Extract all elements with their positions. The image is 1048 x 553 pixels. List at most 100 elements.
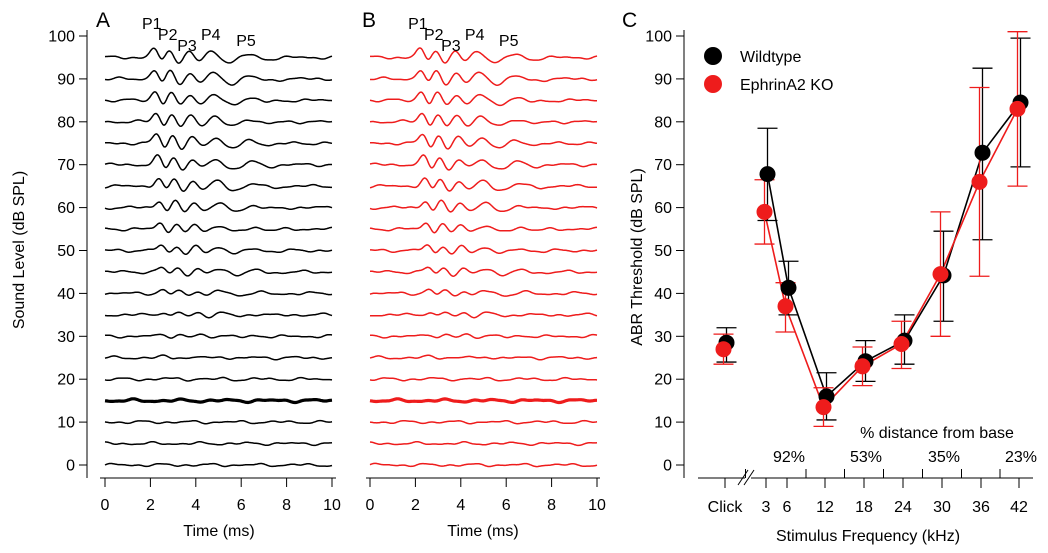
y-tick-label: 70 xyxy=(654,157,672,174)
data-point-ephrina2-ko-12 xyxy=(815,399,832,416)
waveform-trace-35db xyxy=(104,311,333,319)
axis-break-mark-2 xyxy=(743,469,755,486)
panel-c-letter: C xyxy=(622,9,637,32)
waveform-trace-85db xyxy=(104,91,333,106)
waveform-trace-60db xyxy=(104,199,333,213)
legend-label-wildtype: Wildtype xyxy=(740,49,801,66)
y-tick-label: 30 xyxy=(654,329,672,346)
x-tick-label-24: 24 xyxy=(894,499,912,516)
data-point-ephrina2-ko-6 xyxy=(777,298,794,315)
y-tick-label: 10 xyxy=(654,415,672,432)
waveform-trace-65db xyxy=(104,177,332,192)
y-tick-label: 70 xyxy=(57,157,75,174)
waveform-trace-75db xyxy=(370,133,598,150)
data-point-ephrina2-ko-3 xyxy=(756,203,773,220)
y-tick-label: 30 xyxy=(57,329,75,346)
series-line-wildtype xyxy=(766,102,1022,398)
peak-label-p5: P5 xyxy=(236,33,256,50)
waveform-trace-0db xyxy=(104,462,333,468)
panel-a-traces xyxy=(104,47,333,468)
x-tick-label-6: 6 xyxy=(783,499,792,516)
y-tick-label: 0 xyxy=(663,458,672,475)
y-tick-label: 40 xyxy=(654,286,672,303)
panel-c-series-lines xyxy=(763,102,1022,409)
panel-b-x-label: Time (ms) xyxy=(447,523,518,540)
waveform-trace-75db xyxy=(105,133,333,150)
peak-label-p3: P3 xyxy=(177,38,197,55)
peak-label-p5: P5 xyxy=(499,33,519,50)
panel-a-letter: A xyxy=(96,9,110,32)
waveform-trace-10db xyxy=(369,419,598,425)
panel-a-x-label: Time (ms) xyxy=(183,523,254,540)
waveform-trace-55db xyxy=(104,222,333,234)
distance-label-42: 23% xyxy=(1005,449,1037,466)
waveform-trace-30db xyxy=(104,333,333,339)
waveform-trace-30db xyxy=(370,333,598,340)
x-tick-label: 2 xyxy=(146,497,155,514)
waveform-trace-85db xyxy=(369,91,597,107)
peak-label-p1: P1 xyxy=(408,16,428,33)
waveform-trace-5db xyxy=(104,440,333,447)
waveform-trace-25db xyxy=(369,354,598,361)
waveform-trace-35db xyxy=(369,311,598,319)
distance-label-30: 35% xyxy=(928,449,960,466)
data-point-ephrina2-ko-18 xyxy=(854,358,871,375)
legend-marker-wildtype xyxy=(704,47,722,65)
series-line-ephrina2-ko xyxy=(763,108,1019,409)
y-tick-label: 20 xyxy=(57,372,75,389)
data-point-wildtype-3 xyxy=(759,166,776,183)
waveform-trace-95db xyxy=(370,47,598,64)
peak-label-p1: P1 xyxy=(142,16,162,33)
panel-c-x-label: Stimulus Frequency (kHz) xyxy=(776,528,960,545)
waveform-trace-25db xyxy=(104,354,333,361)
x-tick-label: 10 xyxy=(323,497,341,514)
x-tick-label: 6 xyxy=(502,497,511,514)
waveform-trace-95db xyxy=(104,47,333,64)
x-tick-label: 4 xyxy=(191,497,200,514)
y-tick-label: 10 xyxy=(57,415,75,432)
waveform-trace-45db xyxy=(370,266,598,277)
legend-marker-ephrina2-ko xyxy=(704,75,722,93)
panel-c: 0 10 20 30 40 50 60 70 80 90 100 Click 3 6 12 18 24 30 36… xyxy=(629,29,1037,546)
y-tick-label: 50 xyxy=(654,243,672,260)
x-tick-label-36: 36 xyxy=(972,499,990,516)
x-tick-label: 2 xyxy=(411,497,420,514)
panel-b-letter: B xyxy=(362,9,376,32)
y-tick-label: 90 xyxy=(654,71,672,88)
x-tick-label: 8 xyxy=(547,497,556,514)
waveform-trace-90db xyxy=(370,70,598,87)
x-tick-label: 0 xyxy=(101,497,110,514)
waveform-trace-0db xyxy=(369,462,598,468)
waveform-trace-10db xyxy=(104,419,333,425)
panel-c-distance-labels: 92% 53% 35% 23% xyxy=(773,449,1037,466)
waveform-trace-60db xyxy=(369,199,598,213)
waveform-trace-15db xyxy=(104,397,333,405)
legend-label-ephrina2-ko: EphrinA2 KO xyxy=(740,77,833,94)
y-tick-label: 80 xyxy=(57,114,75,131)
waveform-trace-65db xyxy=(369,177,597,192)
x-tick-label: 6 xyxy=(237,497,246,514)
y-tick-label: 0 xyxy=(66,458,75,475)
panel-a-y-ticks: 0 10 20 30 40 50 60 70 80 90 100 xyxy=(48,29,87,475)
peak-label-p2: P2 xyxy=(158,27,178,44)
x-tick-label-3: 3 xyxy=(762,499,771,516)
waveform-trace-50db xyxy=(370,244,598,255)
panel-c-y-label: ABR Threshold (dB SPL) xyxy=(629,168,646,346)
y-tick-label: 100 xyxy=(645,29,672,46)
x-tick-label-18: 18 xyxy=(855,499,873,516)
waveform-trace-90db xyxy=(104,69,333,86)
y-tick-label: 20 xyxy=(654,372,672,389)
y-tick-label: 100 xyxy=(48,29,75,46)
x-tick-label: 0 xyxy=(366,497,375,514)
data-point-ephrina2-ko-24 xyxy=(893,336,910,352)
panel-c-annotation: % distance from base xyxy=(860,425,1014,442)
y-tick-label: 60 xyxy=(654,200,672,217)
panel-c-points xyxy=(715,94,1029,416)
y-tick-label: 40 xyxy=(57,286,75,303)
peak-label-p3: P3 xyxy=(441,38,461,55)
